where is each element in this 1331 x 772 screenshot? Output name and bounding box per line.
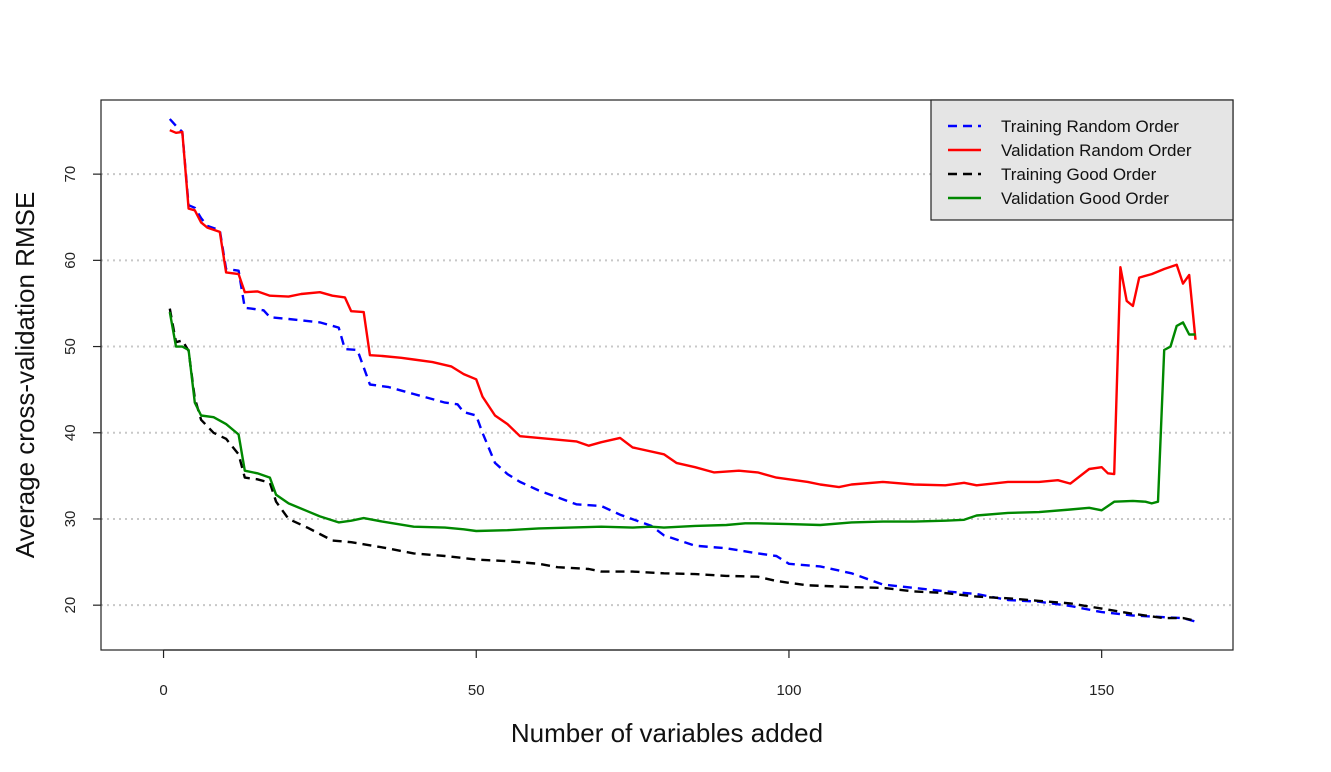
y-tick-label: 70 (62, 166, 79, 183)
axes: 0 50 100 150 20 30 40 50 60 70 (62, 166, 1114, 699)
x-tick-label: 100 (776, 682, 801, 699)
legend: Training Random Order Validation Random O… (930, 99, 1234, 221)
y-tick-label: 60 (62, 252, 79, 269)
series-line-training-good-order (168, 308, 1196, 622)
legend-label: Validation Good Order (1001, 189, 1169, 208)
legend-box (930, 99, 1234, 221)
series-lines (168, 118, 1197, 623)
y-tick-label: 50 (62, 338, 79, 355)
gridlines (101, 173, 1233, 607)
y-axis-title: Average cross-validation RMSE (10, 192, 40, 559)
legend-label: Training Good Order (1001, 165, 1157, 184)
legend-label: Validation Random Order (1001, 141, 1192, 160)
legend-label: Training Random Order (1001, 117, 1179, 136)
y-tick-label: 30 (62, 511, 79, 528)
x-tick-label: 50 (468, 682, 485, 699)
series-line-training-random-order (168, 118, 1196, 623)
series-line-validation-good-order (168, 311, 1196, 533)
x-axis-title: Number of variables added (511, 718, 823, 748)
x-tick-label: 0 (159, 682, 167, 699)
y-tick-label: 40 (62, 424, 79, 441)
series-line-validation-random-order (169, 129, 1197, 489)
x-tick-label: 150 (1089, 682, 1114, 699)
y-tick-label: 20 (62, 597, 79, 614)
